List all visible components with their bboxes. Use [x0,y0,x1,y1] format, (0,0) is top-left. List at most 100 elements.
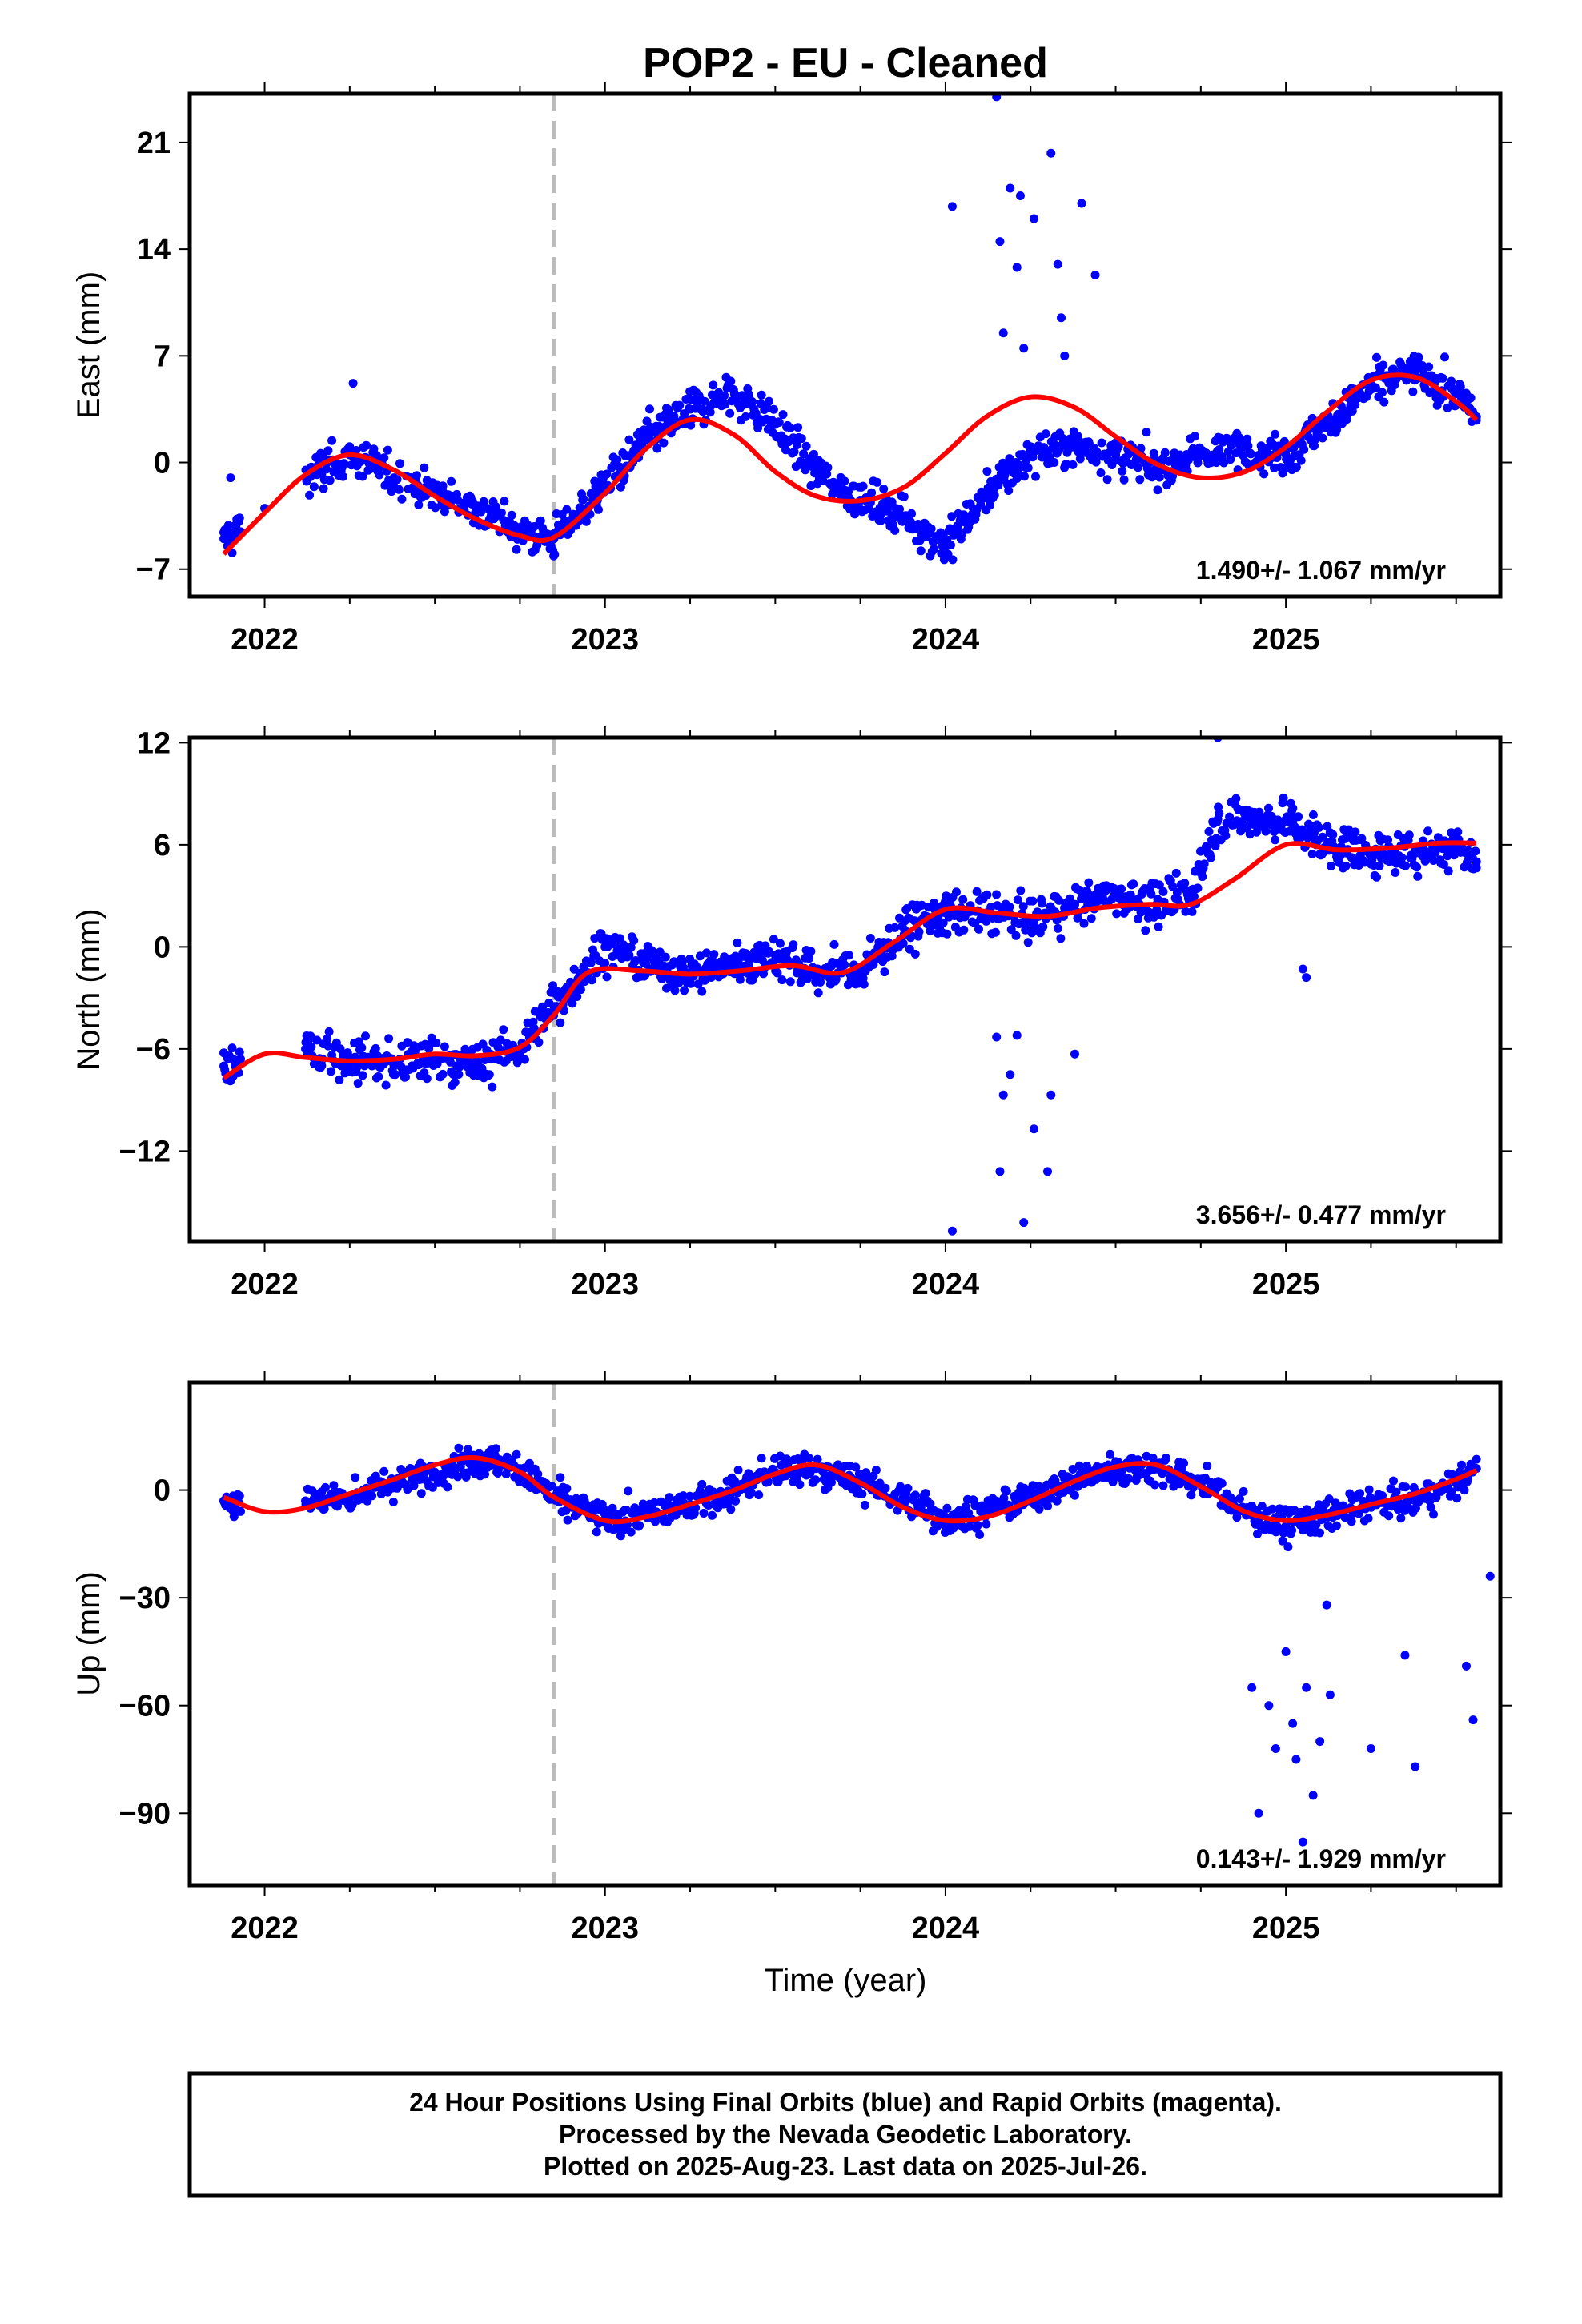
data-point [746,1488,756,1498]
data-point [339,459,349,468]
data-point [725,408,735,418]
data-point [748,397,757,407]
data-point [640,425,648,435]
outlier-point [1302,1683,1311,1692]
data-point [422,1074,432,1084]
data-point [789,940,798,950]
data-point [1431,1493,1441,1502]
data-point [317,1061,327,1071]
data-point [829,939,839,949]
data-point [907,509,917,518]
data-point [335,1044,345,1054]
data-point [733,1466,743,1475]
data-point [876,516,885,525]
data-point [1149,912,1158,922]
data-point [785,977,795,987]
data-point [325,476,335,485]
data-point [699,1509,709,1518]
data-point [357,1043,367,1052]
data-point [1447,1487,1456,1497]
data-point [592,1527,601,1537]
data-point [1372,352,1381,362]
x-tick-label: 2024 [912,623,980,657]
footer-line-1: 24 Hour Positions Using Final Orbits (bl… [409,2088,1282,2117]
data-point [471,1061,480,1071]
outlier-point [1060,351,1070,360]
data-point [1351,400,1360,409]
data-point [507,510,516,520]
footer-box: 24 Hour Positions Using Final Orbits (bl… [187,2071,1503,2198]
data-point [624,435,634,444]
data-point [1235,1494,1244,1503]
data-point [397,494,407,504]
data-point [322,464,331,474]
x-tick-label: 2025 [1252,1268,1320,1301]
data-point [1026,917,1035,926]
data-point [479,497,488,506]
data-point [930,545,939,553]
data-point [910,949,920,959]
data-point [662,983,671,993]
data-point [1389,1476,1398,1486]
data-point [665,1493,674,1502]
plot-area [219,738,1481,1241]
data-point [1264,803,1273,813]
data-point [534,1038,544,1047]
data-point [1308,810,1318,819]
data-point [879,485,889,493]
model-fit-line [222,372,1479,556]
data-point [881,1483,890,1493]
data-point [631,956,640,965]
data-point [1187,907,1197,916]
data-point [1247,814,1257,824]
data-point [1013,895,1022,905]
data-point [741,412,750,421]
data-point [403,1485,412,1494]
data-point [339,472,347,481]
x-tick-label: 2023 [571,1912,639,1945]
data-point [1314,823,1323,832]
data-point [1318,433,1327,443]
data-point [227,1043,237,1053]
data-point [412,471,421,480]
data-point [720,391,729,400]
data-point [1160,448,1170,457]
data-point [626,1527,636,1537]
data-point [900,1496,909,1506]
data-point [362,440,371,450]
data-point [1472,857,1481,866]
data-point [438,481,448,491]
x-tick-label: 2023 [571,1268,639,1301]
data-point [652,444,662,453]
data-point [709,380,718,390]
data-point [982,890,992,899]
data-point [520,1055,529,1064]
data-point [1239,1486,1248,1496]
outlier-point [1291,1755,1301,1764]
model-fit-line [223,1454,1478,1525]
data-point [903,1483,913,1493]
data-point [1384,1511,1394,1521]
y-tick-label: −6 [136,1033,171,1067]
data-point [975,1530,985,1539]
data-point [1074,436,1084,446]
data-point [797,434,806,444]
y-tick-label: 21 [137,127,171,160]
data-point [1378,388,1387,397]
data-point [1472,1454,1481,1464]
data-point [729,959,739,969]
data-point [563,1515,572,1525]
chart-title: POP2 - EU - Cleaned [643,40,1048,86]
data-point [1364,1485,1374,1494]
data-point [1328,830,1338,839]
data-point [765,396,773,406]
data-point [1294,812,1303,822]
data-point [615,934,624,943]
data-point [753,424,763,432]
outlier-point [1006,1070,1015,1080]
data-point [1327,861,1335,870]
data-point [1043,1502,1053,1511]
data-point [1452,1494,1462,1503]
data-point [568,999,577,1008]
data-point [840,960,849,970]
